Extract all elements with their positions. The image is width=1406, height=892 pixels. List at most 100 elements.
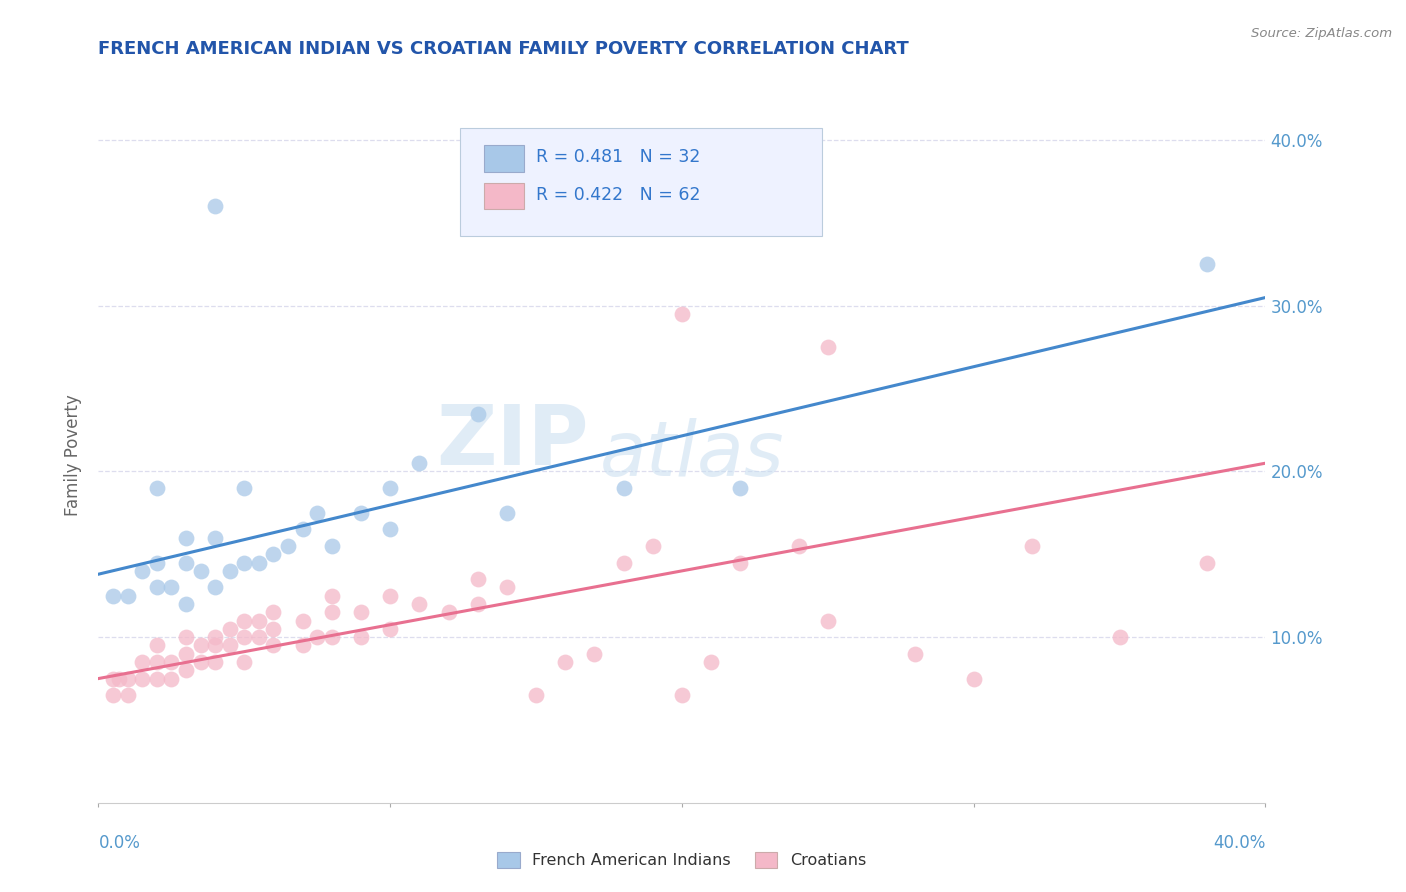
Point: [524, 688, 547, 702]
Point: [108, 672, 131, 686]
Point: [131, 672, 153, 686]
Point: [247, 630, 270, 644]
Text: FRENCH AMERICAN INDIAN VS CROATIAN FAMILY POVERTY CORRELATION CHART: FRENCH AMERICAN INDIAN VS CROATIAN FAMIL…: [98, 40, 910, 58]
FancyBboxPatch shape: [460, 128, 823, 235]
Point: [291, 639, 314, 653]
Point: [218, 639, 240, 653]
Text: R = 0.422   N = 62: R = 0.422 N = 62: [536, 186, 700, 203]
Point: [146, 481, 169, 495]
Point: [641, 539, 664, 553]
Point: [554, 655, 576, 669]
FancyBboxPatch shape: [484, 145, 524, 172]
Point: [190, 655, 212, 669]
Point: [146, 655, 169, 669]
Point: [307, 630, 329, 644]
Point: [174, 531, 197, 545]
Point: [1195, 556, 1218, 570]
Point: [117, 589, 139, 603]
Point: [495, 506, 517, 520]
Point: [321, 630, 343, 644]
Point: [247, 556, 270, 570]
Point: [204, 199, 226, 213]
Point: [467, 597, 489, 611]
Point: [160, 581, 183, 595]
Point: [612, 481, 634, 495]
Point: [378, 589, 402, 603]
Text: atlas: atlas: [600, 418, 785, 491]
Point: [437, 605, 460, 619]
Point: [671, 688, 693, 702]
Point: [350, 506, 373, 520]
Point: [378, 622, 402, 636]
Legend: French American Indians, Croatians: French American Indians, Croatians: [491, 846, 873, 875]
Point: [233, 655, 256, 669]
Point: [612, 556, 634, 570]
Text: 40.0%: 40.0%: [1213, 834, 1265, 852]
Point: [204, 630, 226, 644]
Point: [962, 672, 984, 686]
Point: [467, 572, 489, 586]
Point: [160, 655, 183, 669]
Point: [146, 639, 169, 653]
Point: [262, 605, 284, 619]
Point: [218, 622, 240, 636]
Y-axis label: Family Poverty: Family Poverty: [65, 394, 83, 516]
Point: [174, 597, 197, 611]
Point: [1108, 630, 1130, 644]
Point: [1195, 257, 1218, 271]
Point: [817, 614, 839, 628]
Point: [291, 614, 314, 628]
Point: [467, 407, 489, 421]
Point: [495, 581, 517, 595]
FancyBboxPatch shape: [484, 183, 524, 210]
Point: [787, 539, 810, 553]
Point: [101, 688, 124, 702]
Point: [262, 639, 284, 653]
Point: [146, 672, 169, 686]
Point: [671, 307, 693, 321]
Point: [131, 655, 153, 669]
Point: [174, 556, 197, 570]
Point: [146, 581, 169, 595]
Text: R = 0.481   N = 32: R = 0.481 N = 32: [536, 148, 700, 166]
Point: [817, 340, 839, 354]
Text: ZIP: ZIP: [436, 401, 589, 482]
Point: [262, 547, 284, 561]
Point: [174, 647, 197, 661]
Point: [247, 614, 270, 628]
Point: [204, 581, 226, 595]
Point: [146, 556, 169, 570]
Point: [307, 506, 329, 520]
Point: [350, 630, 373, 644]
Point: [904, 647, 927, 661]
Point: [190, 639, 212, 653]
Point: [174, 630, 197, 644]
Point: [190, 564, 212, 578]
Point: [321, 539, 343, 553]
Point: [233, 481, 256, 495]
Point: [350, 605, 373, 619]
Point: [262, 622, 284, 636]
Point: [117, 688, 139, 702]
Point: [233, 614, 256, 628]
Point: [378, 523, 402, 537]
Point: [160, 672, 183, 686]
Point: [321, 605, 343, 619]
Point: [378, 481, 402, 495]
Point: [233, 556, 256, 570]
Point: [204, 655, 226, 669]
Point: [728, 481, 751, 495]
Point: [1021, 539, 1043, 553]
Text: 0.0%: 0.0%: [98, 834, 141, 852]
Point: [101, 589, 124, 603]
Point: [204, 639, 226, 653]
Point: [728, 556, 751, 570]
Point: [174, 663, 197, 677]
Text: Source: ZipAtlas.com: Source: ZipAtlas.com: [1251, 27, 1392, 40]
Point: [218, 564, 240, 578]
Point: [204, 531, 226, 545]
Point: [583, 647, 606, 661]
Point: [408, 597, 430, 611]
Point: [700, 655, 723, 669]
Point: [101, 672, 124, 686]
